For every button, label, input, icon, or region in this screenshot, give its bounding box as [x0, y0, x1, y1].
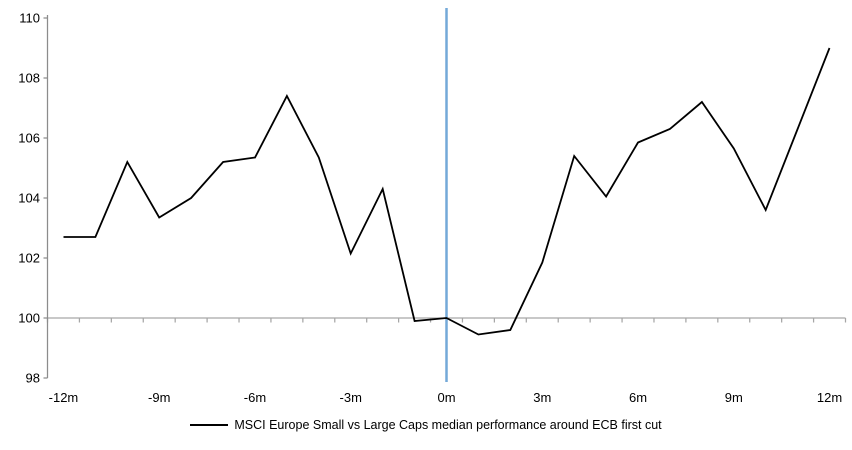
y-axis-tick-label: 110	[19, 11, 40, 26]
x-axis-tick-label: -3m	[340, 390, 362, 405]
y-axis-tick-label: 98	[26, 371, 40, 386]
series-line	[63, 47, 831, 336]
x-axis-tick-label: -6m	[244, 390, 266, 405]
series-line-group	[63, 47, 831, 336]
line-chart: 98 100 102 104 106 108 110 -12m -9m -6m -3m 0m 3m 6m…	[18, 8, 847, 405]
x-axis-tick-label: -9m	[148, 390, 170, 405]
legend: MSCI Europe Small vs Large Caps median p…	[0, 416, 852, 434]
legend-line-sample	[190, 424, 229, 426]
y-axis-tick-label: 106	[18, 131, 40, 146]
y-axis-tick-label: 108	[18, 71, 40, 86]
x-axis-tick-label: 6m	[629, 390, 647, 405]
y-axis-tick-label: 104	[18, 191, 40, 206]
x-axis-tick-label: 0m	[437, 390, 455, 405]
x-axis-tick-label: 9m	[725, 390, 743, 405]
y-axis: 98 100 102 104 106 108 110	[18, 11, 49, 386]
legend-label: MSCI Europe Small vs Large Caps median p…	[234, 418, 662, 432]
y-axis-tick-label: 102	[18, 251, 40, 266]
x-axis-tick-label: 12m	[817, 390, 842, 405]
x-axis-tick-label: 3m	[533, 390, 551, 405]
x-axis-labels: -12m -9m -6m -3m 0m 3m 6m 9m 12m	[49, 390, 843, 405]
x-axis-tick-label: -12m	[49, 390, 79, 405]
y-axis-tick-label: 100	[18, 311, 40, 326]
